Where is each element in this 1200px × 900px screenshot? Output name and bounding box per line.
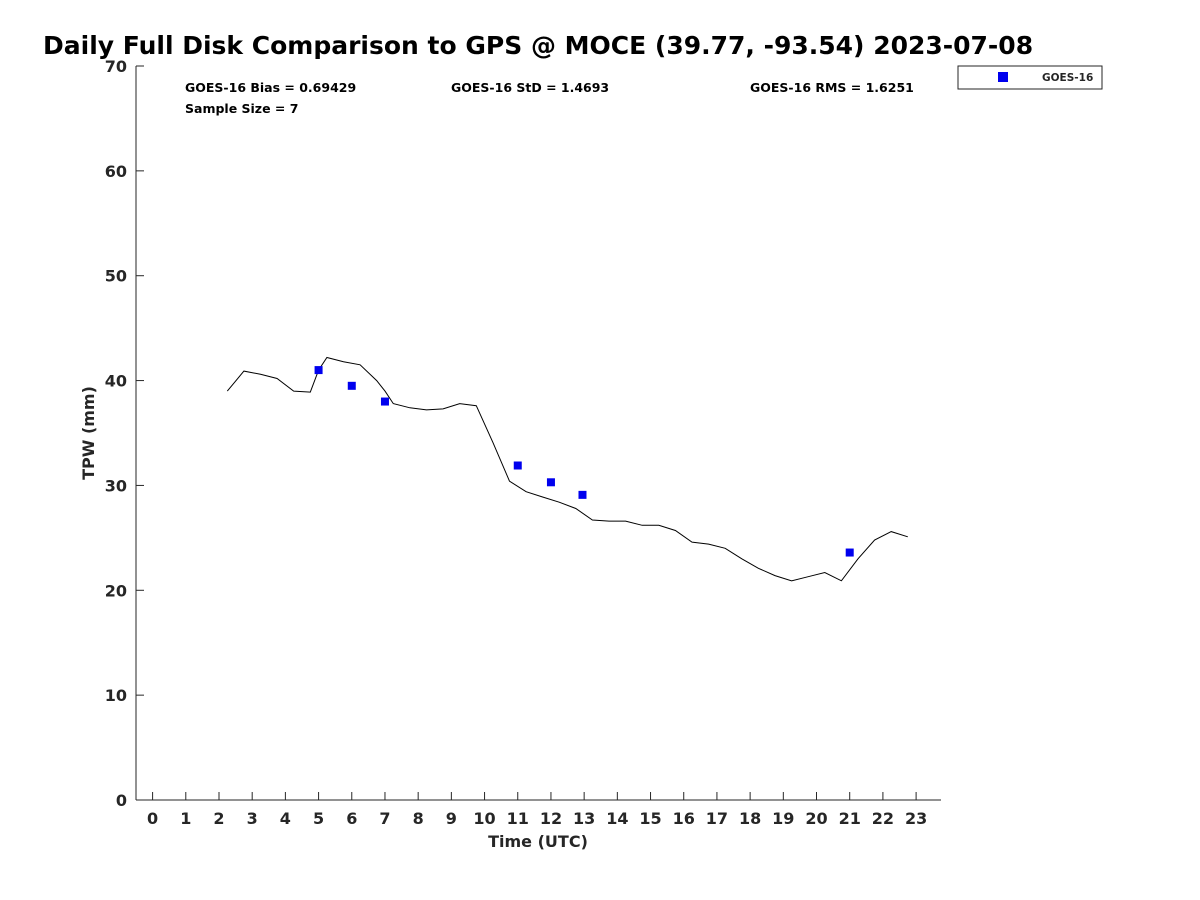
x-axis-label: Time (UTC) (488, 832, 588, 851)
x-tick-label-23: 23 (905, 809, 927, 828)
goes-16-point-4 (546, 478, 555, 487)
x-tick-label-7: 7 (379, 809, 390, 828)
goes-16-point-0 (314, 366, 323, 375)
x-tick-label-14: 14 (606, 809, 628, 828)
x-tick-label-1: 1 (180, 809, 191, 828)
plot-axes (135, 66, 941, 801)
x-tick-label-15: 15 (639, 809, 661, 828)
x-tick-label-17: 17 (706, 809, 728, 828)
y-tick-label-10: 10 (105, 686, 127, 705)
y-ticks: 0 10 20 30 40 50 60 70 (105, 57, 144, 810)
goes-16-point-5 (578, 490, 587, 499)
series-layer (226, 356, 908, 582)
sample-size-stat: Sample Size = 7 (185, 101, 298, 116)
x-tick-label-0: 0 (147, 809, 158, 828)
x-tick-label-13: 13 (573, 809, 595, 828)
chart-title: Daily Full Disk Comparison to GPS @ MOCE… (43, 31, 1033, 60)
y-tick-label-30: 30 (105, 476, 127, 495)
x-tick-label-22: 22 (872, 809, 894, 828)
x-tick-label-2: 2 (213, 809, 224, 828)
x-ticks: 0 1 2 3 4 5 6 7 8 9 10 11 12 13 14 15 16 17 18 19 20 21 22 23 (147, 792, 927, 828)
y-tick-label-20: 20 (105, 581, 127, 600)
y-tick-label-0: 0 (116, 791, 127, 810)
std-stat: GOES-16 StD = 1.4693 (451, 80, 609, 95)
bias-stat: GOES-16 Bias = 0.69429 (185, 80, 356, 95)
x-tick-label-11: 11 (507, 809, 529, 828)
rms-stat: GOES-16 RMS = 1.6251 (750, 80, 914, 95)
x-tick-label-21: 21 (839, 809, 861, 828)
legend-marker-goes16 (998, 72, 1008, 82)
x-tick-label-12: 12 (540, 809, 562, 828)
x-tick-label-8: 8 (413, 809, 424, 828)
x-tick-label-9: 9 (446, 809, 457, 828)
gps-line (226, 356, 908, 582)
x-tick-label-5: 5 (313, 809, 324, 828)
y-tick-label-60: 60 (105, 162, 127, 181)
goes-16-point-2 (380, 397, 389, 406)
goes-16-point-1 (347, 381, 356, 390)
y-axis-label: TPW (mm) (79, 386, 98, 480)
x-tick-label-3: 3 (247, 809, 258, 828)
x-tick-label-16: 16 (673, 809, 695, 828)
x-tick-label-4: 4 (280, 809, 291, 828)
x-tick-label-10: 10 (473, 809, 495, 828)
y-tick-label-50: 50 (105, 267, 127, 286)
legend-box (957, 65, 1103, 90)
goes-16-point-6 (845, 548, 854, 557)
x-tick-label-19: 19 (772, 809, 794, 828)
y-tick-label-70: 70 (105, 57, 127, 76)
y-tick-label-40: 40 (105, 372, 127, 391)
goes-16-point-3 (513, 461, 522, 470)
legend-label-goes16: GOES-16 (1042, 72, 1093, 84)
x-tick-label-6: 6 (346, 809, 357, 828)
x-tick-label-20: 20 (805, 809, 827, 828)
x-tick-label-18: 18 (739, 809, 761, 828)
legend: GOES-16 (957, 65, 1103, 90)
